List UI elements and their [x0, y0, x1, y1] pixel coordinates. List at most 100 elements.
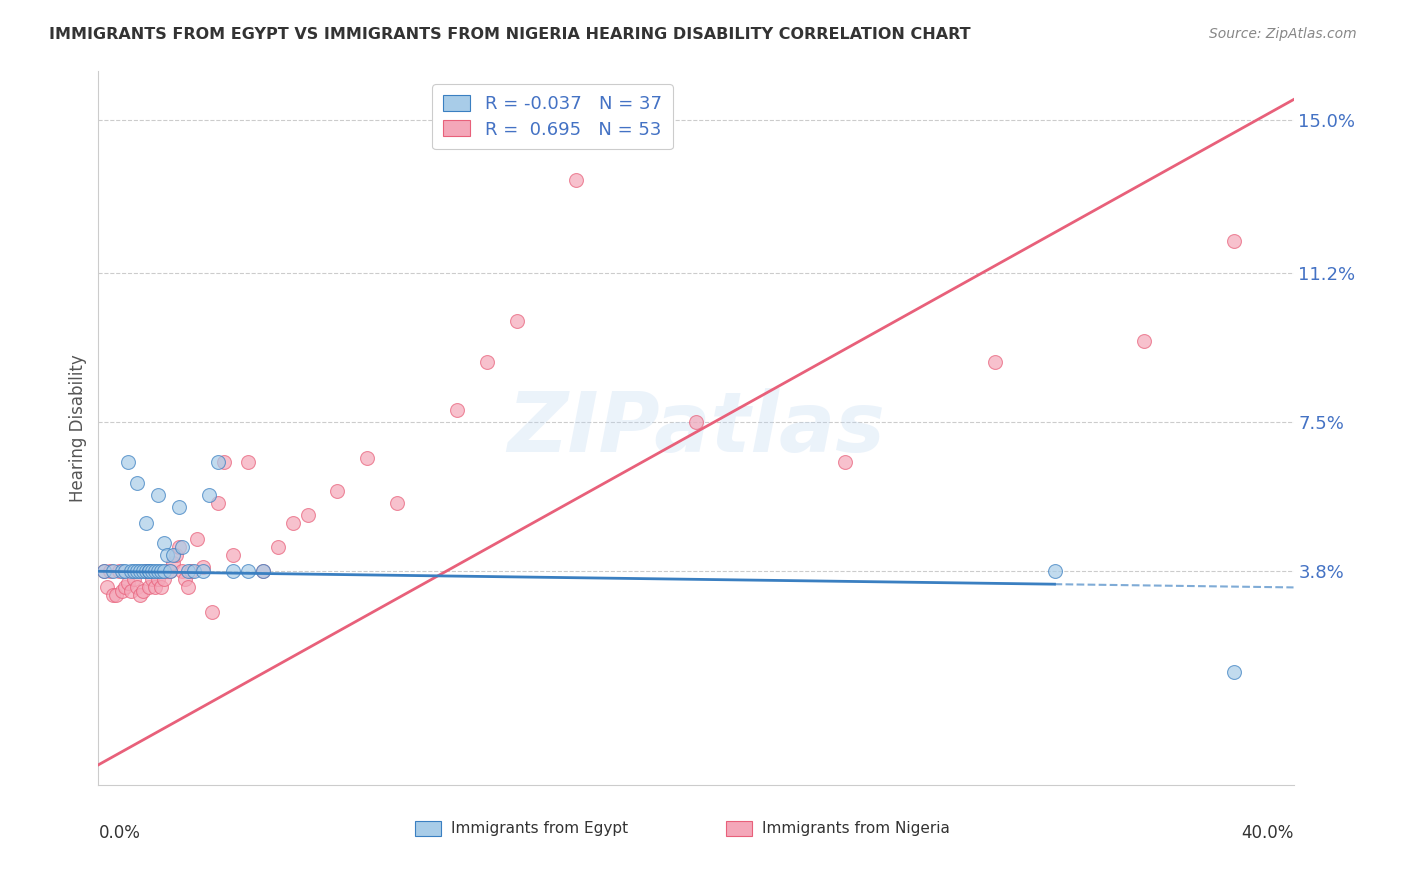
Point — [167, 540, 190, 554]
Point — [135, 564, 157, 578]
Point — [124, 572, 146, 586]
Point — [132, 584, 155, 599]
Point — [177, 564, 200, 578]
Point — [222, 564, 245, 578]
Point — [834, 455, 856, 469]
Point — [153, 564, 176, 578]
Point — [111, 564, 134, 578]
Point — [159, 564, 181, 578]
Point — [153, 536, 176, 550]
Text: Immigrants from Nigeria: Immigrants from Nigeria — [762, 821, 949, 836]
Point — [120, 584, 142, 599]
Point — [114, 581, 136, 595]
Point — [141, 572, 163, 586]
Point — [117, 455, 139, 469]
FancyBboxPatch shape — [725, 821, 752, 837]
Point — [103, 564, 125, 578]
Point — [207, 496, 229, 510]
Point — [267, 540, 290, 554]
Point — [150, 581, 173, 595]
FancyBboxPatch shape — [415, 821, 441, 837]
Point — [167, 500, 190, 514]
Point — [212, 455, 235, 469]
Point — [148, 564, 170, 578]
Legend: R = -0.037   N = 37, R =  0.695   N = 53: R = -0.037 N = 37, R = 0.695 N = 53 — [433, 84, 672, 149]
Text: IMMIGRANTS FROM EGYPT VS IMMIGRANTS FROM NIGERIA HEARING DISABILITY CORRELATION : IMMIGRANTS FROM EGYPT VS IMMIGRANTS FROM… — [49, 27, 970, 42]
Point — [124, 564, 146, 578]
Point — [127, 475, 149, 490]
Point — [156, 548, 179, 562]
Point — [135, 564, 157, 578]
Y-axis label: Hearing Disability: Hearing Disability — [69, 354, 87, 502]
Point — [326, 483, 349, 498]
Point — [129, 589, 152, 603]
Point — [127, 564, 149, 578]
Point — [198, 488, 221, 502]
Point — [475, 354, 498, 368]
Point — [138, 564, 160, 578]
Point — [1223, 234, 1246, 248]
Point — [129, 564, 152, 578]
Point — [984, 354, 1007, 368]
Point — [162, 548, 184, 562]
Point — [111, 584, 134, 599]
Point — [180, 564, 202, 578]
Point — [117, 576, 139, 591]
Point — [446, 403, 468, 417]
Text: 40.0%: 40.0% — [1241, 824, 1294, 842]
Point — [93, 564, 115, 578]
Point — [127, 581, 149, 595]
Point — [135, 516, 157, 530]
Point — [297, 508, 319, 522]
Point — [120, 564, 142, 578]
Point — [96, 581, 118, 595]
Point — [222, 548, 245, 562]
Point — [236, 564, 259, 578]
Point — [172, 540, 194, 554]
Point — [191, 560, 214, 574]
Text: Immigrants from Egypt: Immigrants from Egypt — [451, 821, 628, 836]
Point — [132, 564, 155, 578]
Point — [148, 572, 170, 586]
Point — [685, 415, 707, 429]
Point — [114, 564, 136, 578]
Point — [1133, 334, 1156, 349]
Point — [141, 564, 163, 578]
Point — [207, 455, 229, 469]
Point — [153, 572, 176, 586]
Point — [105, 589, 128, 603]
Point — [150, 564, 173, 578]
Point — [138, 564, 160, 578]
Point — [506, 314, 529, 328]
Point — [281, 516, 304, 530]
Text: Source: ZipAtlas.com: Source: ZipAtlas.com — [1209, 27, 1357, 41]
Point — [191, 564, 214, 578]
Point — [143, 564, 166, 578]
Point — [148, 488, 170, 502]
Point — [98, 564, 122, 578]
Point — [565, 173, 588, 187]
Point — [252, 564, 274, 578]
Point — [143, 581, 166, 595]
Point — [385, 496, 409, 510]
Point — [356, 451, 378, 466]
Point — [177, 581, 200, 595]
Point — [165, 548, 187, 562]
Point — [103, 589, 125, 603]
Point — [201, 605, 224, 619]
Point — [186, 532, 208, 546]
Point — [183, 564, 205, 578]
Point — [108, 564, 131, 578]
Point — [1223, 665, 1246, 679]
Point — [236, 455, 259, 469]
Point — [174, 572, 197, 586]
Text: ZIPatlas: ZIPatlas — [508, 388, 884, 468]
Point — [252, 564, 274, 578]
Text: 0.0%: 0.0% — [98, 824, 141, 842]
Point — [138, 581, 160, 595]
Point — [159, 564, 181, 578]
Point — [93, 564, 115, 578]
Point — [162, 556, 184, 570]
Point — [156, 564, 179, 578]
Point — [172, 564, 194, 578]
